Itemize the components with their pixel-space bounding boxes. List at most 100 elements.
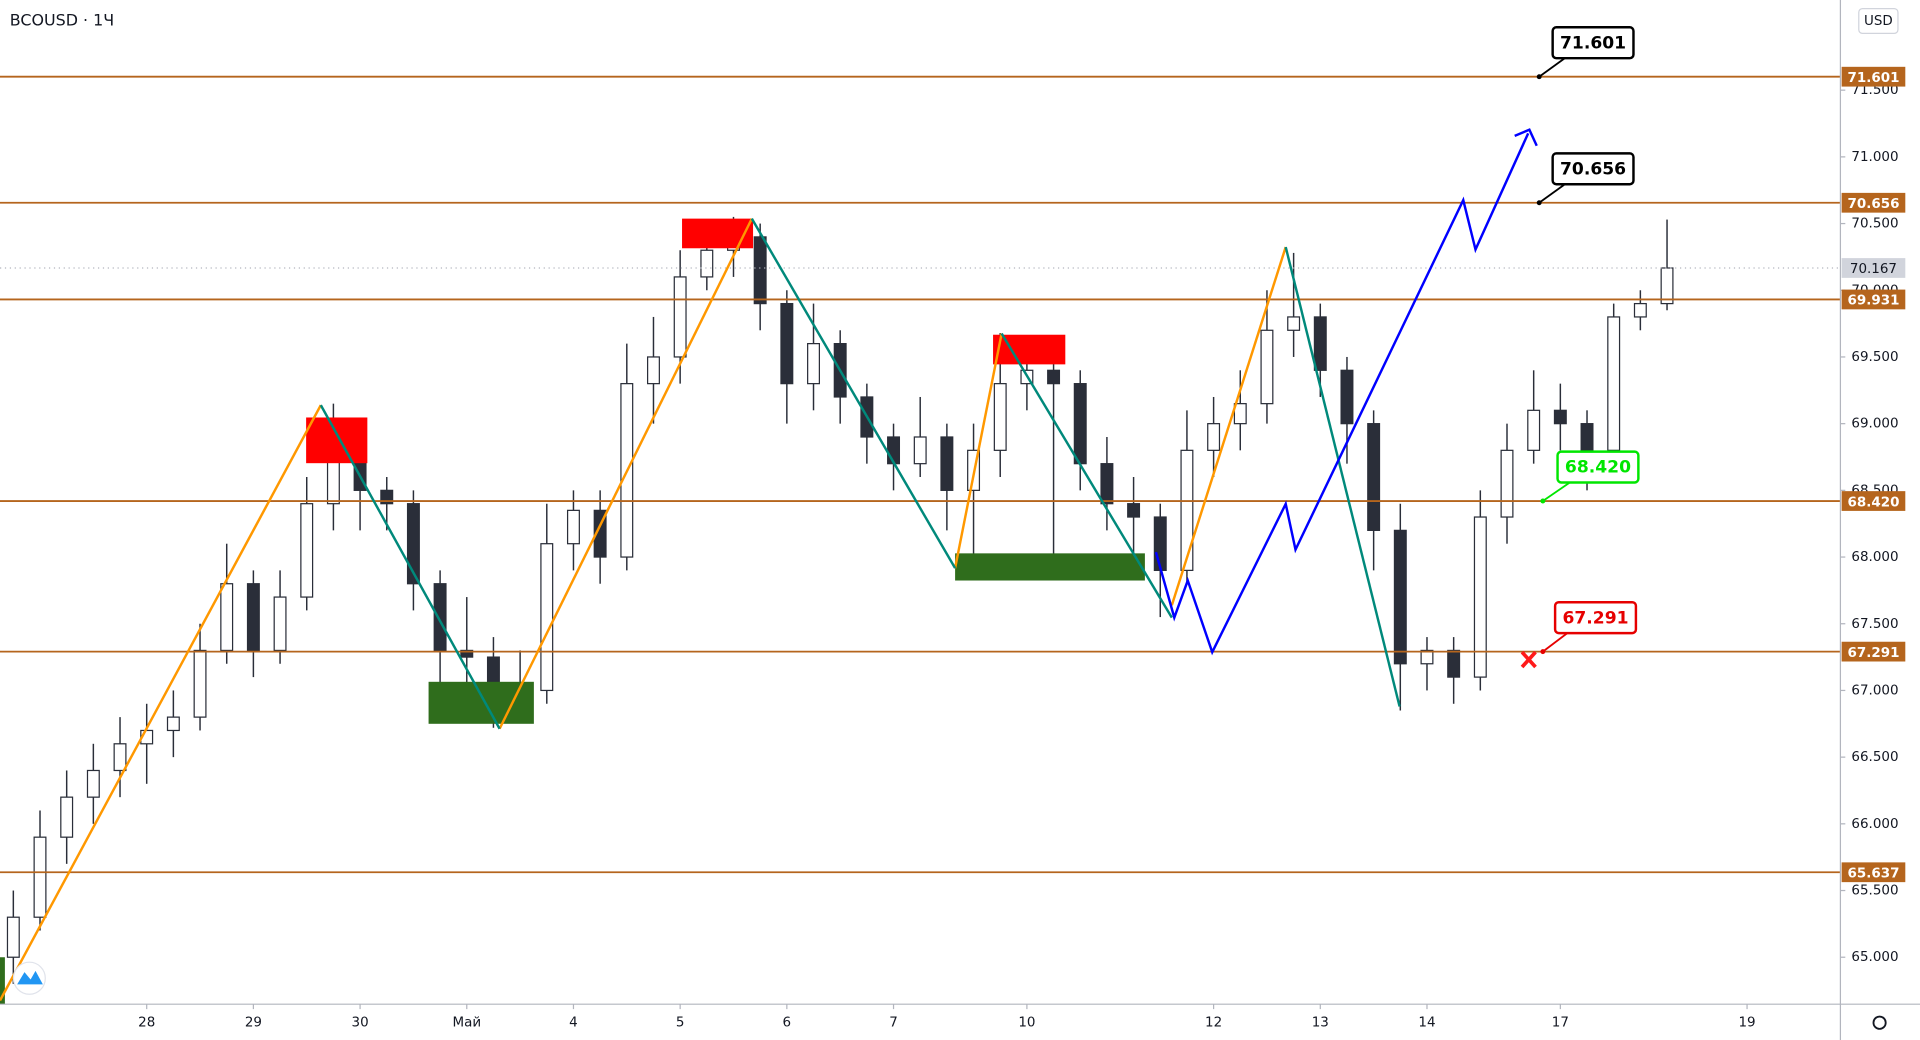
- callout-anchor: [1540, 649, 1546, 655]
- callout-pointer: [1542, 481, 1571, 502]
- candle-body: [273, 596, 287, 652]
- level-label-bg: [1841, 192, 1906, 213]
- callout-label: 70.656: [1560, 159, 1626, 179]
- candle-body: [807, 343, 820, 385]
- x-tick-label: 17: [1552, 1015, 1569, 1031]
- candle-body: [1500, 449, 1514, 518]
- candle-body: [1580, 423, 1594, 451]
- candle-body: [380, 489, 394, 505]
- candle-body: [1607, 316, 1621, 451]
- candle-body: [673, 276, 687, 358]
- candle-body: [460, 649, 474, 658]
- callout-pointer: [1538, 183, 1566, 204]
- candle-body: [1447, 649, 1461, 678]
- level-label: 68.420: [1848, 494, 1900, 510]
- down-leg: [750, 217, 957, 569]
- currency[interactable]: USD: [1864, 13, 1893, 29]
- callout-pointer: [1542, 632, 1568, 653]
- down-leg: [319, 404, 501, 730]
- forecast-path: [1154, 132, 1530, 656]
- candle-body: [1233, 403, 1247, 425]
- level-label: 67.291: [1848, 645, 1900, 661]
- candle-body: [1127, 503, 1141, 518]
- x-tick-label: 7: [889, 1015, 898, 1031]
- candle-body: [1527, 409, 1541, 451]
- x-tick-label: 4: [569, 1015, 578, 1031]
- candle-body: [1047, 369, 1061, 385]
- callout-label: 71.601: [1560, 33, 1626, 53]
- x-tick-label: Май: [452, 1015, 481, 1031]
- candle-body: [1153, 516, 1167, 572]
- candle-body: [1287, 316, 1301, 331]
- y-tick-label: 67.000: [1851, 682, 1898, 698]
- candle-body: [646, 356, 660, 385]
- candle-body: [1393, 529, 1407, 665]
- candle-body: [1660, 267, 1674, 305]
- y-tick-label: 66.500: [1851, 749, 1898, 765]
- drawings: [0, 128, 1538, 1005]
- demand-zone: [428, 681, 534, 724]
- candle-body: [246, 583, 260, 652]
- logo: [12, 961, 46, 995]
- level-label-bg: [1841, 862, 1906, 883]
- level-label-bg: [1841, 289, 1906, 310]
- x-tick-label: 28: [138, 1015, 155, 1031]
- x-tick-label: 5: [676, 1015, 685, 1031]
- last-price-bg: [1841, 258, 1906, 278]
- y-tick-label: 71.000: [1851, 149, 1898, 165]
- supply-zone: [682, 218, 754, 249]
- level-label: 65.637: [1848, 865, 1900, 881]
- x-tick-label: 10: [1018, 1015, 1035, 1031]
- y-tick-label: 69.500: [1851, 349, 1898, 365]
- up-leg: [953, 333, 1003, 569]
- demand-zone: [0, 957, 5, 1005]
- candle-body: [887, 436, 901, 465]
- callout-label: 67.291: [1562, 608, 1628, 628]
- candle-body: [33, 836, 47, 918]
- candle-body: [1260, 329, 1274, 405]
- candle-body: [60, 796, 74, 838]
- callout-box: [1556, 450, 1640, 484]
- y-tick-label: 65.500: [1851, 882, 1898, 898]
- callout-anchor: [1536, 200, 1542, 206]
- up-leg: [498, 218, 753, 730]
- x-tick-label: 6: [783, 1015, 792, 1031]
- callout-box: [1551, 152, 1635, 186]
- candle-body: [1553, 409, 1567, 425]
- candle-body: [1313, 316, 1327, 371]
- down-leg: [1284, 246, 1401, 707]
- y-tick-label: 68.000: [1851, 549, 1898, 565]
- stop-mark: [1520, 650, 1537, 669]
- candle-body: [700, 249, 714, 278]
- x-tick-label: 29: [245, 1015, 262, 1031]
- level-label-bg: [1841, 641, 1906, 662]
- candle-body: [1633, 302, 1647, 318]
- level-label: 71.601: [1848, 70, 1900, 86]
- x-tick-label: 30: [352, 1015, 369, 1031]
- supply-zone: [306, 417, 368, 464]
- y-tick-label: 70.500: [1851, 216, 1898, 232]
- callout-anchor: [1536, 74, 1542, 80]
- x-tick-label: 13: [1312, 1015, 1329, 1031]
- forecast-arrow: [1514, 128, 1538, 147]
- candle-body: [220, 583, 234, 652]
- candle-body: [86, 769, 100, 798]
- plot-area: 71.601 70.656 68.420 67.291: [0, 26, 1841, 984]
- y-tick-label: 69.000: [1851, 416, 1898, 432]
- candle-body: [993, 383, 1007, 451]
- candle-body: [433, 583, 447, 652]
- last-price-label: 70.167: [1850, 261, 1897, 277]
- currency-button[interactable]: [1858, 8, 1899, 34]
- level-label-bg: [1841, 66, 1906, 87]
- x-tick-label: 14: [1418, 1015, 1435, 1031]
- candle-body: [6, 916, 20, 958]
- candle-body: [540, 543, 554, 692]
- down-leg: [1000, 332, 1173, 619]
- y-tick-label: 66.000: [1851, 816, 1898, 832]
- candle-body: [113, 743, 127, 772]
- callout-box: [1553, 600, 1638, 635]
- candle-body: [1340, 369, 1354, 425]
- settings-icon[interactable]: [1872, 1015, 1887, 1030]
- candle-body: [300, 503, 314, 598]
